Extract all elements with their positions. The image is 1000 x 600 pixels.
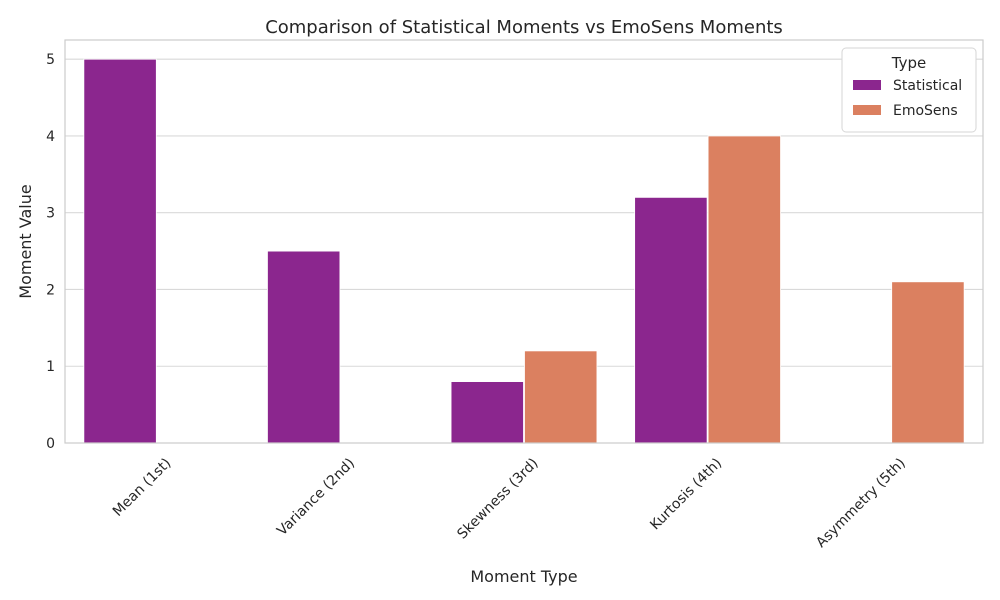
plot-frame	[64, 39, 984, 444]
legend-swatch-statistical	[853, 80, 881, 90]
x-tick-label: Asymmetry (5th)	[813, 455, 909, 551]
legend-label-emosens: EmoSens	[893, 103, 958, 119]
x-tick-label: Mean (1st)	[110, 455, 175, 520]
bar-emosens-kurtosis-4th	[707, 135, 781, 444]
legend-label-statistical: Statistical	[893, 78, 962, 94]
y-tick-label: 2	[46, 282, 55, 298]
x-tick-label: Kurtosis (4th)	[647, 455, 725, 533]
legend-title: Type	[891, 54, 926, 72]
chart-title: Comparison of Statistical Moments vs Emo…	[265, 17, 783, 38]
legend: Type Statistical EmoSens	[841, 47, 977, 133]
bar-statistical-skewness-3rd	[450, 381, 524, 444]
bar-emosens-skewness-3rd	[524, 350, 598, 444]
y-axis-title: Moment Value	[16, 184, 35, 298]
y-tick-label: 4	[46, 129, 55, 145]
legend-swatch-emosens	[853, 105, 881, 115]
y-tick-label: 3	[46, 206, 55, 222]
x-tick-label: Skewness (3rd)	[454, 455, 541, 542]
plot-background	[65, 40, 983, 443]
bar-statistical-variance-2nd	[267, 250, 341, 444]
bar-emosens-asymmetry-5th	[891, 281, 965, 444]
y-tick-label: 0	[46, 436, 55, 452]
bars	[83, 58, 965, 444]
x-tick-label: Variance (2nd)	[274, 455, 358, 539]
bar-statistical-mean-1st	[83, 58, 157, 444]
bar-statistical-kurtosis-4th	[634, 196, 708, 444]
y-ticks: 0 1 2 3 4 5	[46, 52, 55, 452]
y-tick-label: 5	[46, 52, 55, 68]
x-axis-title: Moment Type	[470, 567, 577, 586]
y-tick-label: 1	[46, 359, 55, 375]
x-ticks: Mean (1st) Variance (2nd) Skewness (3rd) Ku…	[110, 455, 909, 551]
